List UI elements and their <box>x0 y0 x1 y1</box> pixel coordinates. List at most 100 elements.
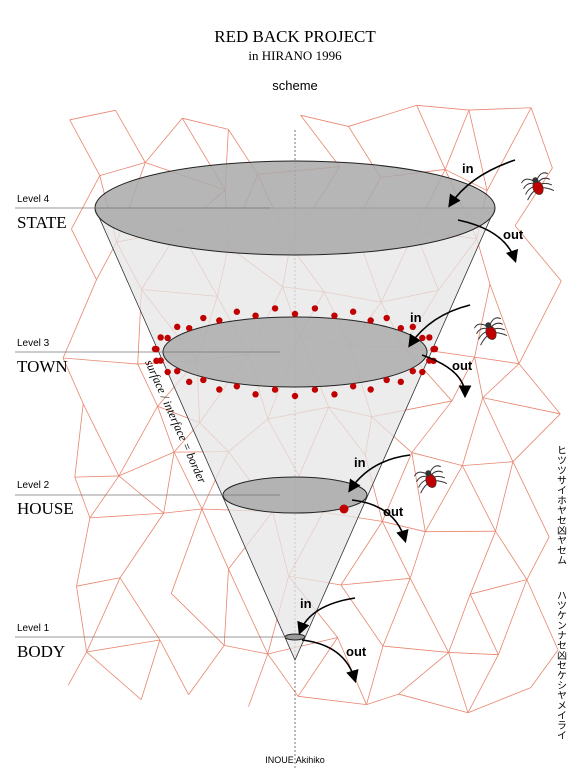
mesh-line <box>469 531 496 595</box>
mesh-line <box>188 645 225 695</box>
border-dot <box>367 386 374 393</box>
out-label: out <box>503 227 524 242</box>
flow-arrow <box>448 159 516 208</box>
mesh-line <box>448 652 469 713</box>
border-dot <box>409 367 416 375</box>
mesh-line <box>63 357 138 365</box>
border-dot <box>367 317 374 324</box>
mesh-line <box>448 652 499 656</box>
border-dot <box>233 383 241 390</box>
mesh-line <box>468 107 532 111</box>
level-label: Level 3 <box>17 338 50 349</box>
border-dot <box>419 368 426 376</box>
border-dot <box>397 324 405 332</box>
mesh-line <box>366 645 384 705</box>
mesh-line <box>89 475 120 519</box>
out-label: out <box>383 504 404 519</box>
in-label: in <box>462 161 474 176</box>
mesh-line <box>474 356 520 365</box>
mesh-line <box>462 465 496 532</box>
mesh-line <box>451 356 475 402</box>
title: RED BACK PROJECT <box>214 27 376 46</box>
border-dot <box>200 314 207 322</box>
mesh-line <box>69 109 116 121</box>
mesh-line <box>382 645 449 653</box>
border-dot <box>164 334 171 342</box>
spider <box>413 465 448 494</box>
mesh-line <box>74 476 91 519</box>
out-label: out <box>452 358 473 373</box>
mesh-line <box>486 107 532 191</box>
border-dot <box>311 305 319 312</box>
border-dot <box>291 392 299 400</box>
mesh-line <box>416 105 446 170</box>
mesh-line <box>69 119 101 176</box>
mesh-line <box>514 167 553 226</box>
mesh-line <box>201 508 229 570</box>
border-dot <box>311 386 319 393</box>
spider-head <box>532 177 539 184</box>
border-dot <box>185 324 193 332</box>
mesh-line <box>409 531 426 579</box>
mesh-line <box>86 651 142 700</box>
mesh-line <box>248 653 269 707</box>
entry-dot <box>339 504 349 514</box>
mesh-line <box>474 357 484 398</box>
side-text: ハツケンナセ凶セケシヤメイライ <box>555 590 567 740</box>
mesh-line <box>512 413 561 462</box>
caption: scheme <box>272 78 318 93</box>
flow-arrow <box>457 219 519 264</box>
footer: INOUE Akihiko <box>265 755 325 765</box>
mesh-line <box>462 461 513 467</box>
border-dot <box>185 378 193 386</box>
mesh-line <box>366 693 399 706</box>
side-text: ヒツツサイホヤセ凶ヤセム <box>555 445 567 565</box>
level-label: Level 4 <box>17 194 50 205</box>
mesh-line <box>76 586 88 653</box>
mesh-line <box>411 400 453 453</box>
mesh-line <box>76 517 91 587</box>
mesh-line <box>140 639 161 700</box>
mesh-line <box>74 403 84 478</box>
mesh-line <box>173 451 203 510</box>
mesh-line <box>157 406 175 453</box>
mesh-line <box>409 578 449 653</box>
border-dot <box>200 376 207 384</box>
mesh-line <box>526 579 559 651</box>
in-label: in <box>410 310 422 325</box>
in-label: in <box>354 455 366 470</box>
border-dot <box>153 357 160 365</box>
mesh-line <box>468 109 488 191</box>
spider-head <box>485 322 492 329</box>
border-dot <box>252 391 259 398</box>
mesh-line <box>86 577 121 653</box>
flow-arrow <box>421 354 472 399</box>
mesh-line <box>518 363 561 415</box>
border-dot <box>383 314 390 322</box>
mesh-line <box>444 169 488 191</box>
mesh-line <box>495 530 528 580</box>
mesh-line <box>444 109 470 170</box>
border-dot <box>271 386 279 393</box>
mesh-line <box>398 693 469 714</box>
mesh-line <box>424 465 463 532</box>
mesh-line <box>348 104 417 127</box>
mesh-line <box>382 521 426 533</box>
mesh-line <box>470 579 527 595</box>
mesh-line <box>267 653 299 697</box>
mesh-line <box>118 406 158 477</box>
level-name: TOWN <box>17 357 68 376</box>
mesh-line <box>267 637 338 655</box>
mesh-line <box>489 283 520 364</box>
mesh-line <box>119 577 161 641</box>
out-label: out <box>346 644 367 659</box>
mesh-line <box>411 452 463 467</box>
mesh-line <box>474 284 491 358</box>
mesh-line <box>448 594 471 653</box>
border-dot <box>216 386 223 393</box>
mesh-line <box>67 651 87 686</box>
mesh-line <box>171 593 225 646</box>
mesh-line <box>381 521 411 579</box>
mesh-line <box>300 115 340 167</box>
